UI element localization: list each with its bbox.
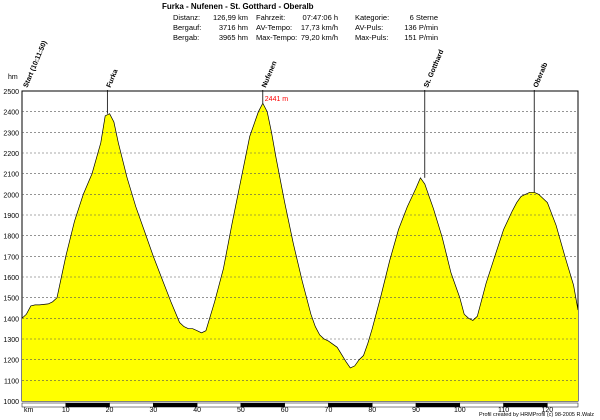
- y-tick-label: 2300: [3, 130, 19, 137]
- stat-value: 3965 hm: [218, 33, 248, 42]
- x-tick-label: 50: [237, 407, 245, 414]
- y-tick-label: 1300: [3, 337, 19, 344]
- y-tick-label: 1800: [3, 234, 19, 241]
- stat-value: 136 P/min: [404, 23, 438, 32]
- y-tick-label: 2200: [3, 151, 19, 158]
- route-title: Furka - Nufenen - St. Gotthard - Oberalb: [162, 2, 314, 11]
- x-axis-segment: [153, 402, 198, 408]
- y-tick-label: 1900: [3, 213, 19, 220]
- x-axis-segment: [371, 402, 417, 408]
- x-tick-label: 120: [542, 407, 554, 414]
- stat-value: 6 Sterne: [409, 13, 438, 22]
- y-tick-label: 2400: [3, 110, 19, 117]
- x-tick-label: 110: [498, 407, 509, 414]
- stat-value: 126,99 km: [212, 13, 248, 22]
- stat-label: AV-Puls:: [355, 23, 384, 32]
- stat-label: Max-Puls:: [355, 33, 389, 42]
- y-tick-label: 2000: [3, 192, 19, 199]
- stat-value: 79,20 km/h: [300, 33, 338, 42]
- stat-value: 07:47:06 h: [302, 13, 338, 22]
- y-tick-label: 2100: [3, 172, 19, 179]
- x-tick-label: 60: [281, 407, 289, 414]
- x-axis-segment: [21, 402, 67, 408]
- x-axis-segment: [547, 402, 579, 408]
- stats-header: Furka - Nufenen - St. Gotthard - Oberalb…: [0, 0, 600, 50]
- x-axis-segment: [65, 402, 110, 408]
- peak-label: St. Gotthard: [423, 49, 445, 89]
- max-elevation-label: 2441 m: [265, 96, 289, 103]
- y-tick-label: 1400: [3, 316, 19, 323]
- peak-label: Start (10:11:50): [23, 40, 49, 89]
- x-tick-label: 90: [412, 407, 420, 414]
- stat-label: Distanz:: [173, 13, 201, 22]
- x-tick-label: 80: [368, 407, 376, 414]
- stat-label: Max-Tempo:: [256, 33, 298, 42]
- stat-label: Bergauf:: [173, 23, 202, 32]
- y-tick-label: 1700: [3, 254, 19, 261]
- x-axis-segment: [196, 402, 242, 408]
- credit-text: Profil created by HRMProfil (c) 98-2005 …: [478, 412, 594, 418]
- stat-label: Fahrzeit:: [256, 13, 286, 22]
- y-axis-unit: hm: [8, 74, 18, 81]
- y-tick-label: 1200: [3, 358, 19, 365]
- x-tick-label: 100: [454, 407, 466, 414]
- x-tick-label: 40: [193, 407, 201, 414]
- stat-label: Bergab:: [173, 33, 200, 42]
- stat-value: 17,73 km/h: [300, 23, 338, 32]
- stat-label: AV-Tempo:: [256, 23, 293, 32]
- y-tick-label: 1500: [3, 296, 19, 303]
- stat-value: 151 P/min: [404, 33, 438, 42]
- x-axis-segment: [284, 402, 329, 408]
- elevation-area: [22, 103, 578, 401]
- y-tick-label: 1000: [3, 399, 19, 406]
- x-tick-label: 30: [149, 407, 157, 414]
- x-tick-label: 70: [325, 407, 333, 414]
- x-tick-label: 10: [62, 407, 70, 414]
- peak-label: Nufenen: [261, 60, 278, 89]
- elevation-line: [21, 102, 579, 369]
- y-tick-label: 1600: [3, 275, 19, 282]
- peak-label: Furka: [106, 68, 120, 88]
- x-axis-segment: [109, 402, 154, 408]
- peak-label: Oberalb: [533, 62, 550, 89]
- x-axis-segment: [240, 402, 285, 408]
- x-axis-unit: km: [24, 407, 34, 414]
- x-tick-label: 20: [106, 407, 114, 414]
- y-tick-label: 2500: [3, 89, 19, 96]
- y-tick-label: 1100: [4, 378, 19, 385]
- stat-value: 3716 hm: [218, 23, 248, 32]
- stat-label: Kategorie:: [355, 13, 390, 22]
- x-axis-segment: [328, 402, 373, 408]
